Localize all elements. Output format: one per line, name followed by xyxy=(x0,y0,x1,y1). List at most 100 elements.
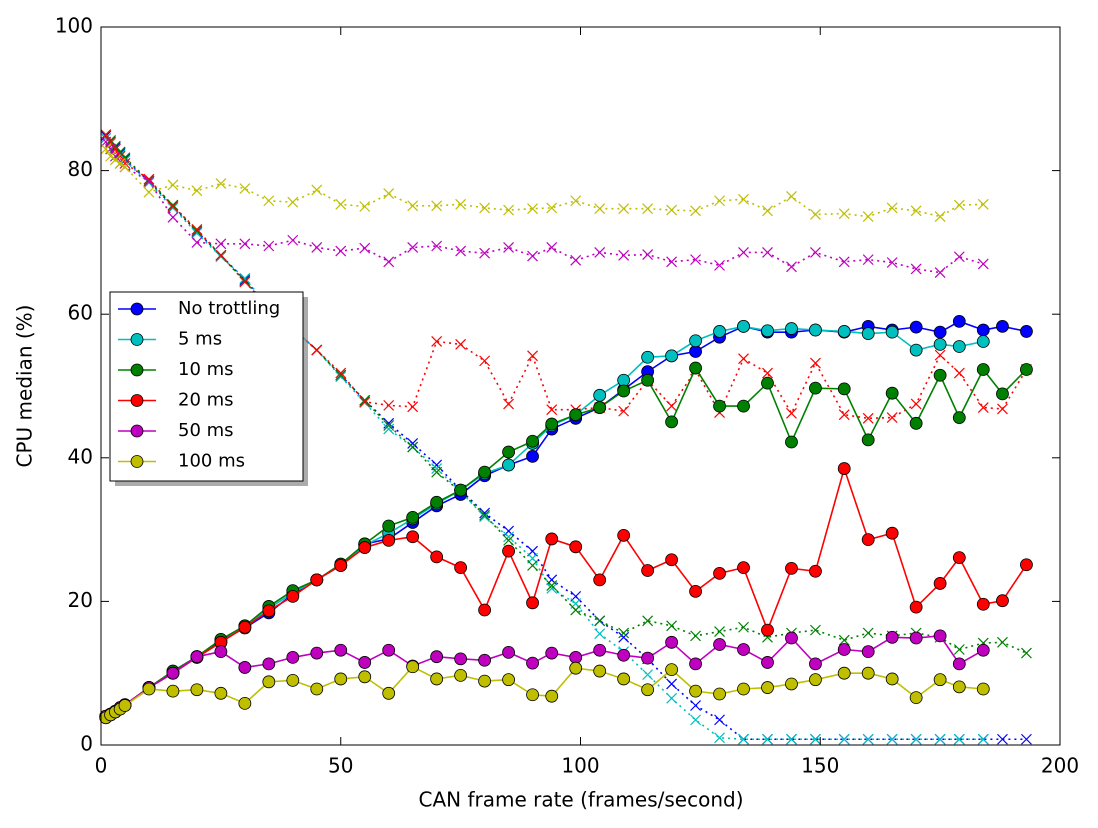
legend-label: 10 ms xyxy=(178,359,234,380)
point xyxy=(952,657,966,671)
point xyxy=(689,657,702,671)
x-marker-stroke xyxy=(1021,733,1032,745)
point xyxy=(665,553,679,567)
point xyxy=(909,343,923,357)
x-marker-stroke xyxy=(455,338,467,350)
x-marker xyxy=(335,367,347,379)
point xyxy=(502,445,515,459)
point xyxy=(885,672,899,686)
point xyxy=(837,462,851,475)
x-marker-stroke xyxy=(738,621,749,633)
x-marker-stroke xyxy=(114,157,126,169)
point xyxy=(761,656,774,669)
x-tick-label: 50 xyxy=(328,754,353,778)
x-marker-stroke xyxy=(263,240,275,252)
x-marker xyxy=(527,560,538,571)
x-marker-stroke xyxy=(335,198,347,210)
x-marker xyxy=(666,256,678,268)
x-marker-stroke xyxy=(407,401,419,413)
point xyxy=(617,648,631,662)
legend: No trottling 5 ms 10 ms 20 ms 50 ms 100 ms xyxy=(109,291,308,486)
x-marker-stroke xyxy=(479,509,491,521)
x-tick-label: 0 xyxy=(95,754,108,778)
x-marker xyxy=(311,344,323,356)
x-marker-stroke xyxy=(239,238,251,250)
x-tick-label: 200 xyxy=(1041,754,1079,778)
x-marker xyxy=(167,179,179,191)
x-marker-stroke xyxy=(714,626,725,637)
x-marker-stroke xyxy=(479,507,491,519)
point xyxy=(502,458,515,472)
x-marker-stroke xyxy=(618,249,630,261)
x-marker xyxy=(810,208,821,220)
point xyxy=(526,596,539,610)
x-marker-stroke xyxy=(666,692,678,704)
point xyxy=(713,687,726,701)
x-marker-stroke xyxy=(838,256,850,268)
point xyxy=(861,533,875,547)
x-marker-stroke xyxy=(953,733,965,745)
x-marker-stroke xyxy=(503,534,514,546)
x-marker xyxy=(431,466,443,478)
point xyxy=(430,550,444,564)
x-marker-stroke xyxy=(546,580,558,592)
x-marker xyxy=(431,463,443,474)
point xyxy=(785,322,798,335)
x-marker-stroke xyxy=(191,185,203,197)
x-marker-stroke xyxy=(690,254,702,266)
x-marker-stroke xyxy=(239,183,251,194)
x-marker-stroke xyxy=(287,196,299,208)
x-marker-stroke xyxy=(714,714,725,726)
x-marker xyxy=(191,227,203,239)
point xyxy=(761,324,774,338)
point xyxy=(617,672,631,686)
x-marker-stroke xyxy=(167,199,179,211)
point xyxy=(334,672,348,686)
point xyxy=(502,544,515,558)
x-marker xyxy=(311,242,323,253)
x-marker xyxy=(934,267,946,278)
x-marker xyxy=(167,199,179,211)
x-marker-stroke xyxy=(191,227,203,239)
x-marker-stroke xyxy=(690,630,702,642)
x-marker-stroke xyxy=(594,615,606,627)
x-marker xyxy=(762,247,773,258)
x-marker-stroke xyxy=(239,274,251,286)
x-marker-stroke xyxy=(431,463,443,474)
x-marker-stroke xyxy=(383,420,395,431)
x-marker xyxy=(455,245,467,257)
x-marker-stroke xyxy=(503,398,514,410)
x-marker xyxy=(953,367,965,379)
point xyxy=(665,415,679,429)
x-marker xyxy=(838,256,850,268)
point xyxy=(761,681,774,694)
x-marker xyxy=(287,234,299,246)
x-marker xyxy=(143,186,155,198)
point xyxy=(166,666,180,680)
x-marker xyxy=(263,240,275,252)
x-marker-stroke xyxy=(977,198,989,210)
x-marker-stroke xyxy=(690,205,702,217)
point xyxy=(737,682,750,696)
x-marker xyxy=(838,208,850,220)
x-marker-stroke xyxy=(383,256,395,268)
x-marker-stroke xyxy=(191,236,203,248)
point xyxy=(713,566,726,580)
point xyxy=(238,696,252,710)
x-marker xyxy=(239,183,251,194)
x-marker-stroke xyxy=(642,249,654,261)
x-marker-stroke xyxy=(862,254,874,266)
x-marker-stroke xyxy=(119,157,131,169)
x-marker xyxy=(479,509,491,521)
x-marker-stroke xyxy=(910,205,922,217)
x-marker-stroke xyxy=(810,208,821,220)
point xyxy=(358,670,372,684)
point xyxy=(885,526,899,540)
legend-box xyxy=(109,291,304,482)
x-marker xyxy=(191,224,203,235)
x-marker xyxy=(546,242,558,253)
x-marker xyxy=(838,409,850,421)
x-marker xyxy=(666,692,678,704)
x-marker-stroke xyxy=(503,525,514,537)
point xyxy=(996,594,1009,608)
